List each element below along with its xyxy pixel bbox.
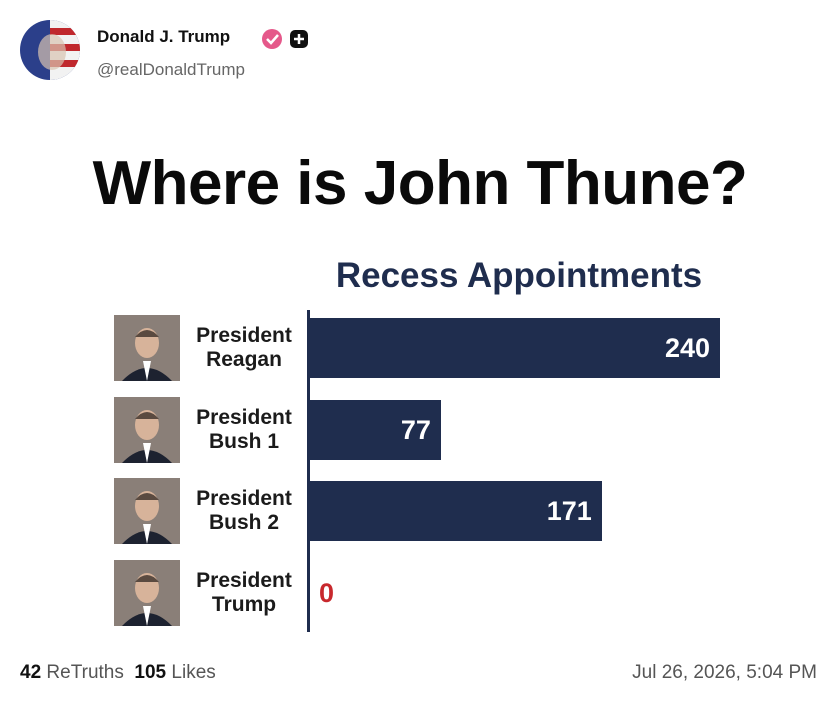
like-count: 105 <box>134 662 167 683</box>
headline: Where is John Thune? <box>92 149 748 218</box>
photo <box>114 315 180 381</box>
category-label: President Bush 2 <box>196 487 292 535</box>
bar <box>309 318 720 378</box>
portrait <box>114 560 180 627</box>
date: Jul 26, 2026, 5:04 PM <box>632 662 817 683</box>
portrait <box>114 478 180 545</box>
retruth-count: 42 <box>20 662 42 683</box>
author-name[interactable]: Donald J. Trump <box>97 27 231 46</box>
bar <box>309 481 602 542</box>
value-label: 240 <box>664 333 710 363</box>
category-label: President Reagan <box>196 324 292 371</box>
retruth-label[interactable]: ReTruths <box>46 662 124 683</box>
axis-line <box>307 310 310 632</box>
value-label: 171 <box>546 496 592 527</box>
badges <box>262 29 308 49</box>
portrait <box>114 396 180 463</box>
chart-title: Recess Appointments <box>335 256 703 295</box>
value-label: 77 <box>400 414 431 445</box>
stats: 42 ReTruths 105 Likes <box>20 662 216 684</box>
category-label: President Trump <box>196 569 292 617</box>
photo <box>114 478 180 545</box>
portrait <box>114 315 180 381</box>
bar <box>309 399 441 460</box>
photo <box>114 560 180 627</box>
handle[interactable]: @realDonaldTrump <box>97 60 245 79</box>
value-label: 0 <box>319 578 335 609</box>
category-label: President Bush 1 <box>196 405 292 453</box>
like-label[interactable]: Likes <box>171 662 216 683</box>
avatar[interactable] <box>20 20 80 80</box>
photo <box>114 396 180 463</box>
